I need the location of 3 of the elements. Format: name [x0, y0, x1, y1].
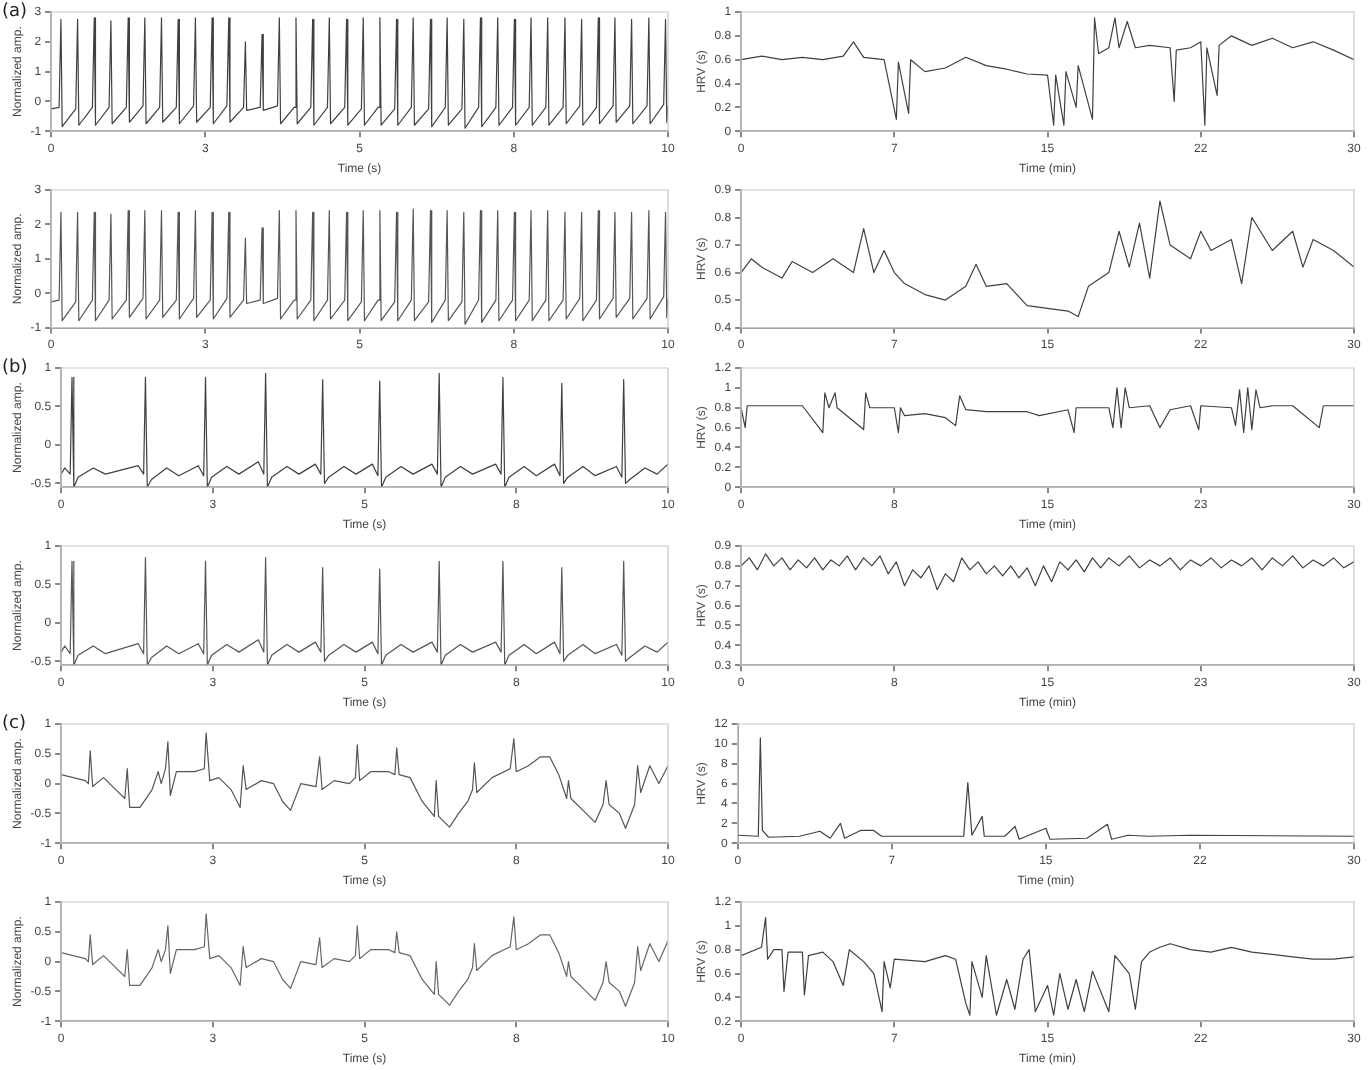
text: (a) — [2, 1, 28, 22]
text: (c) — [2, 713, 26, 734]
text: (b) — [2, 357, 28, 378]
